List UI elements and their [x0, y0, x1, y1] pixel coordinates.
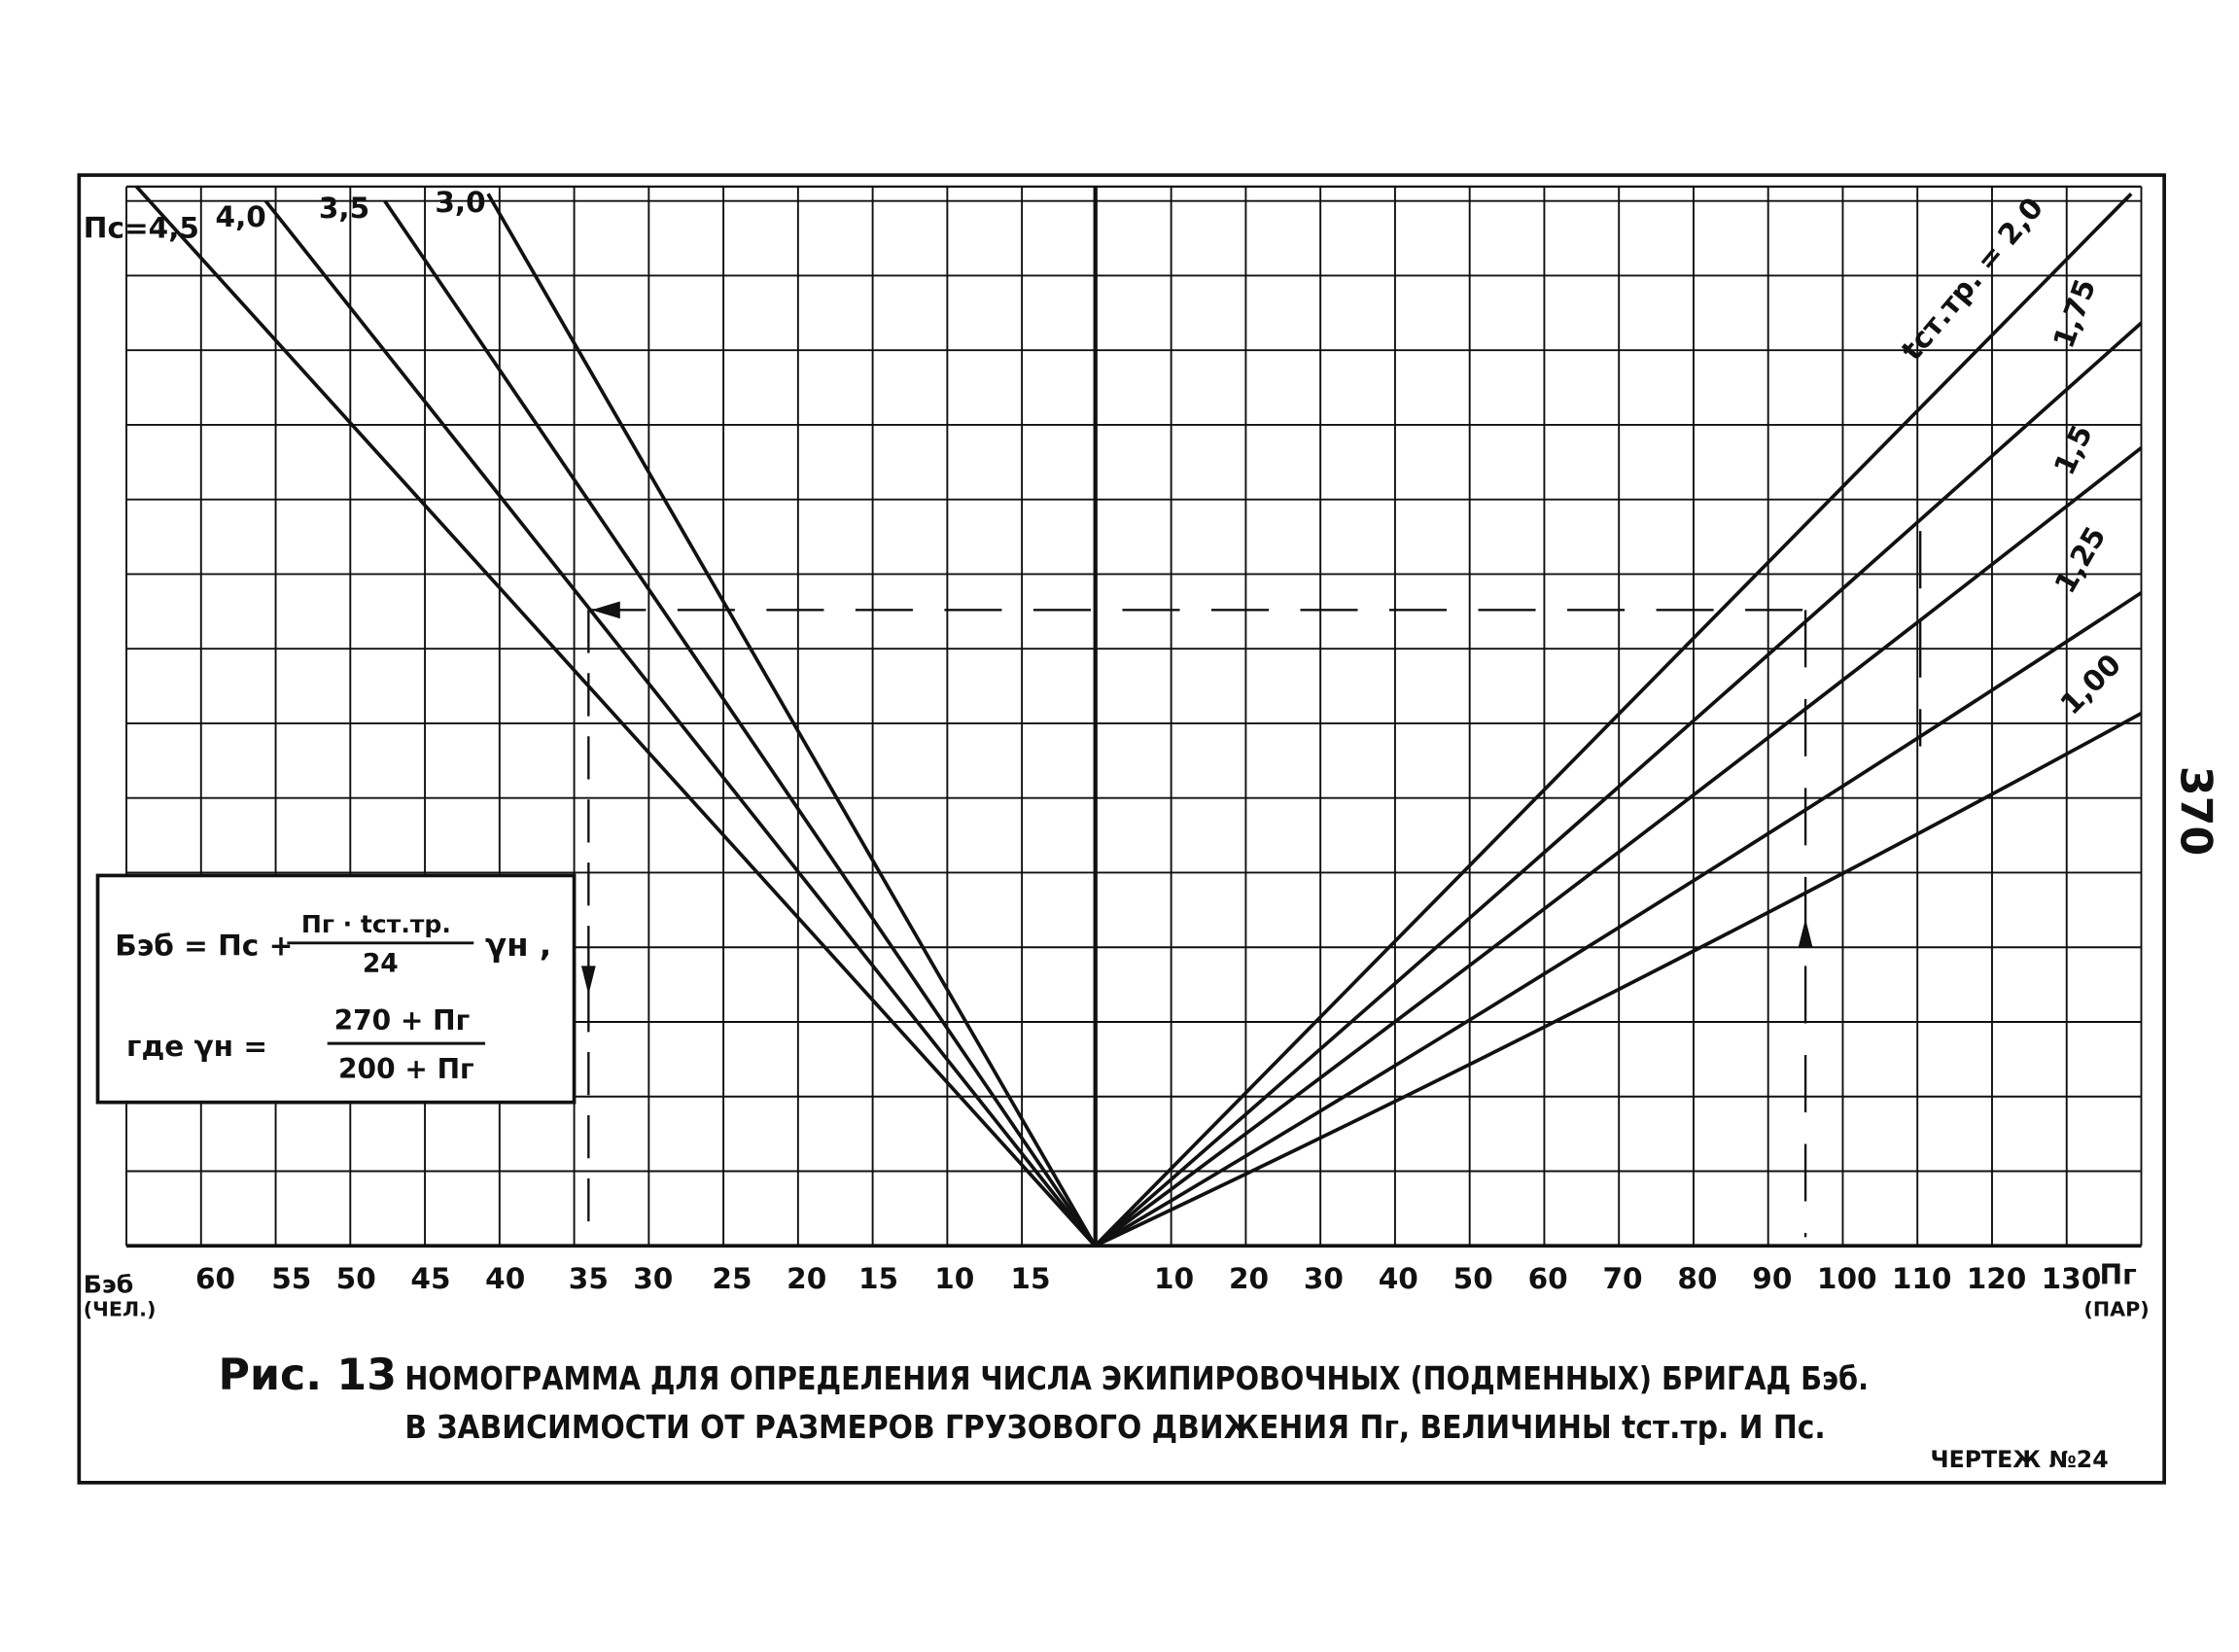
right-tick-label: 80 [1677, 1262, 1717, 1295]
left-tick-label: 25 [712, 1262, 752, 1295]
t-curve [1094, 591, 2143, 1248]
left-tick-label: 10 [934, 1262, 974, 1295]
pc-line [486, 193, 1098, 1248]
right-tick-label: 70 [1602, 1262, 1642, 1295]
right-tick-label: 20 [1229, 1262, 1269, 1295]
pc-line [134, 185, 1097, 1248]
pc-label: 3,0 [435, 186, 485, 219]
arrow [1798, 918, 1813, 948]
right-tick-label: 60 [1528, 1262, 1568, 1295]
left-tick-label: 30 [633, 1262, 673, 1295]
right-tick-label: 120 [1967, 1262, 2027, 1295]
right-axis-label: Пг [2100, 1258, 2137, 1290]
right-tick-label: 40 [1379, 1262, 1418, 1295]
caption-line: НОМОГРАММА ДЛЯ ОПРЕДЕЛЕНИЯ ЧИСЛА ЭКИПИРО… [404, 1360, 1869, 1397]
right-tick-label: 110 [1892, 1262, 1952, 1295]
drawing-number: ЧЕРТЕЖ №24 [1931, 1446, 2109, 1473]
right-tick-label: 90 [1752, 1262, 1792, 1295]
formula-text: Бэб = Пс + [115, 930, 293, 963]
formula-text: Пг · tст.тр. [301, 910, 451, 938]
formula-box [95, 873, 577, 1105]
left-tick-label: 55 [271, 1262, 311, 1295]
right-tick-label: 50 [1453, 1262, 1493, 1295]
formula-text: где γн = [126, 1030, 267, 1063]
left-tick-label: 40 [485, 1262, 525, 1295]
t-label: 1,25 [2048, 521, 2113, 599]
left-tick-label: 60 [195, 1262, 235, 1295]
arrow [580, 966, 596, 995]
left-tick-label: 15 [858, 1262, 898, 1295]
left-tick-label: 20 [787, 1262, 826, 1295]
pc-label: 3,5 [319, 192, 369, 225]
left-tick-label: 45 [410, 1262, 450, 1295]
frame [77, 173, 2166, 1485]
arrow [591, 601, 620, 619]
t-label: 1,5 [2047, 420, 2099, 480]
t-curve [1094, 446, 2143, 1248]
right-tick-label: 10 [1154, 1262, 1194, 1295]
right-tick-label: 30 [1304, 1262, 1344, 1295]
formula-text: 24 [363, 948, 399, 978]
t-curve [1094, 712, 2143, 1248]
left-axis-unit: (ЧЕЛ.) [84, 1298, 157, 1321]
left-tick-label: 35 [569, 1262, 609, 1295]
side-number: 370 [2171, 766, 2221, 856]
t-curve [1094, 321, 2143, 1248]
t-label: 1,00 [2054, 648, 2128, 721]
formula-text: γн , [485, 927, 551, 964]
left-tick-label: 15 [1010, 1262, 1050, 1295]
caption-line: В ЗАВИСИМОСТИ ОТ РАЗМЕРОВ ГРУЗОВОГО ДВИЖ… [404, 1409, 1825, 1446]
formula-text: 200 + Пг [338, 1053, 474, 1085]
pc-label: Пс=4,5 [84, 212, 199, 245]
left-axis-label: Бэб [84, 1271, 134, 1299]
pc-line [263, 199, 1097, 1248]
right-axis-unit: (ПАР) [2083, 1298, 2149, 1321]
figure-number: Рис. 13 [219, 1351, 398, 1400]
pc-label: 4,0 [216, 200, 266, 233]
t-curve [1094, 192, 2133, 1248]
formula-text: 270 + Пг [334, 1004, 471, 1037]
right-tick-label: 130 [2042, 1262, 2102, 1295]
right-tick-label: 100 [1817, 1262, 1877, 1295]
left-tick-label: 50 [336, 1262, 376, 1295]
pc-line [383, 199, 1097, 1248]
t-label: 1,75 [2047, 274, 2102, 352]
